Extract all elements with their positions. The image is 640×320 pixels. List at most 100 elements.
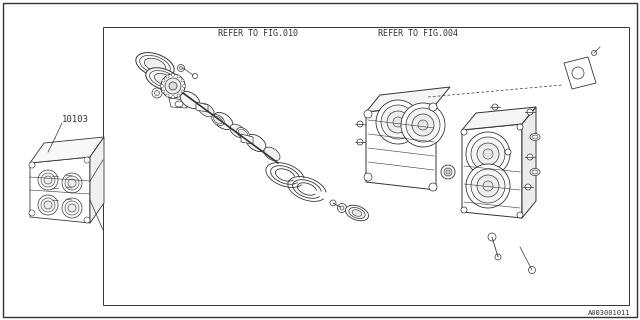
Circle shape (84, 217, 90, 223)
Circle shape (179, 67, 182, 69)
Circle shape (412, 114, 434, 136)
Circle shape (68, 179, 76, 187)
Circle shape (441, 165, 455, 179)
Circle shape (181, 79, 184, 82)
Ellipse shape (230, 124, 246, 138)
Circle shape (84, 157, 90, 163)
Circle shape (591, 51, 596, 55)
Polygon shape (241, 134, 253, 144)
Circle shape (65, 201, 79, 215)
Circle shape (182, 84, 186, 87)
Circle shape (161, 74, 185, 98)
Circle shape (154, 91, 159, 95)
Circle shape (181, 90, 184, 93)
Circle shape (172, 74, 175, 76)
Circle shape (527, 109, 533, 115)
Ellipse shape (154, 73, 172, 84)
Polygon shape (564, 57, 596, 89)
Circle shape (429, 103, 437, 111)
Circle shape (177, 75, 180, 78)
Circle shape (161, 84, 163, 87)
Circle shape (41, 173, 55, 187)
Circle shape (376, 100, 420, 144)
Circle shape (62, 198, 82, 218)
Ellipse shape (246, 134, 266, 152)
Circle shape (364, 110, 372, 118)
Ellipse shape (264, 147, 280, 161)
Circle shape (572, 67, 584, 79)
Ellipse shape (532, 135, 538, 139)
Circle shape (337, 204, 346, 212)
Circle shape (495, 254, 501, 260)
Circle shape (483, 181, 493, 191)
Circle shape (466, 132, 510, 176)
Circle shape (406, 108, 440, 142)
Circle shape (177, 94, 180, 97)
Circle shape (477, 175, 499, 197)
Circle shape (152, 88, 162, 98)
Circle shape (393, 117, 403, 127)
Ellipse shape (198, 103, 214, 117)
Circle shape (461, 129, 467, 135)
Circle shape (44, 176, 52, 184)
Polygon shape (522, 107, 536, 218)
Circle shape (381, 105, 415, 139)
Ellipse shape (237, 128, 250, 139)
Polygon shape (462, 124, 522, 218)
Circle shape (29, 162, 35, 168)
Circle shape (166, 94, 169, 97)
Ellipse shape (175, 101, 183, 107)
Ellipse shape (239, 129, 248, 137)
Circle shape (418, 120, 428, 130)
Circle shape (446, 170, 450, 174)
Circle shape (169, 82, 177, 90)
Circle shape (517, 124, 523, 130)
Ellipse shape (180, 92, 200, 108)
Circle shape (461, 207, 467, 213)
Circle shape (172, 95, 175, 99)
Circle shape (527, 154, 533, 160)
Ellipse shape (145, 58, 166, 72)
Ellipse shape (213, 112, 233, 130)
Ellipse shape (532, 170, 538, 174)
Ellipse shape (349, 207, 365, 219)
Circle shape (165, 78, 181, 94)
Polygon shape (462, 107, 536, 130)
Bar (103, 27, 629, 305)
Polygon shape (169, 98, 187, 108)
Ellipse shape (140, 55, 170, 75)
Ellipse shape (146, 68, 180, 90)
Text: REFER TO FIG.010: REFER TO FIG.010 (218, 29, 298, 38)
Ellipse shape (214, 116, 223, 124)
Ellipse shape (352, 210, 362, 216)
Circle shape (68, 204, 76, 212)
Circle shape (466, 164, 510, 208)
Circle shape (38, 195, 58, 215)
Circle shape (162, 90, 165, 93)
Circle shape (177, 65, 184, 71)
Circle shape (330, 200, 336, 206)
Polygon shape (90, 137, 104, 223)
Circle shape (429, 183, 437, 191)
Circle shape (517, 212, 523, 218)
Ellipse shape (530, 133, 540, 140)
Circle shape (492, 104, 498, 110)
Polygon shape (366, 87, 450, 112)
Polygon shape (30, 157, 90, 223)
Circle shape (525, 184, 531, 190)
Circle shape (505, 149, 511, 155)
Polygon shape (30, 137, 104, 163)
Circle shape (364, 173, 372, 181)
Circle shape (471, 137, 505, 171)
Ellipse shape (212, 115, 224, 125)
Circle shape (29, 210, 35, 216)
Ellipse shape (150, 70, 177, 88)
Text: A003001011: A003001011 (588, 310, 630, 316)
Circle shape (357, 121, 363, 127)
Circle shape (38, 170, 58, 190)
Ellipse shape (530, 169, 540, 175)
Circle shape (483, 149, 493, 159)
Text: REFER TO FIG.004: REFER TO FIG.004 (378, 29, 458, 38)
Circle shape (471, 169, 505, 203)
Circle shape (357, 139, 363, 145)
